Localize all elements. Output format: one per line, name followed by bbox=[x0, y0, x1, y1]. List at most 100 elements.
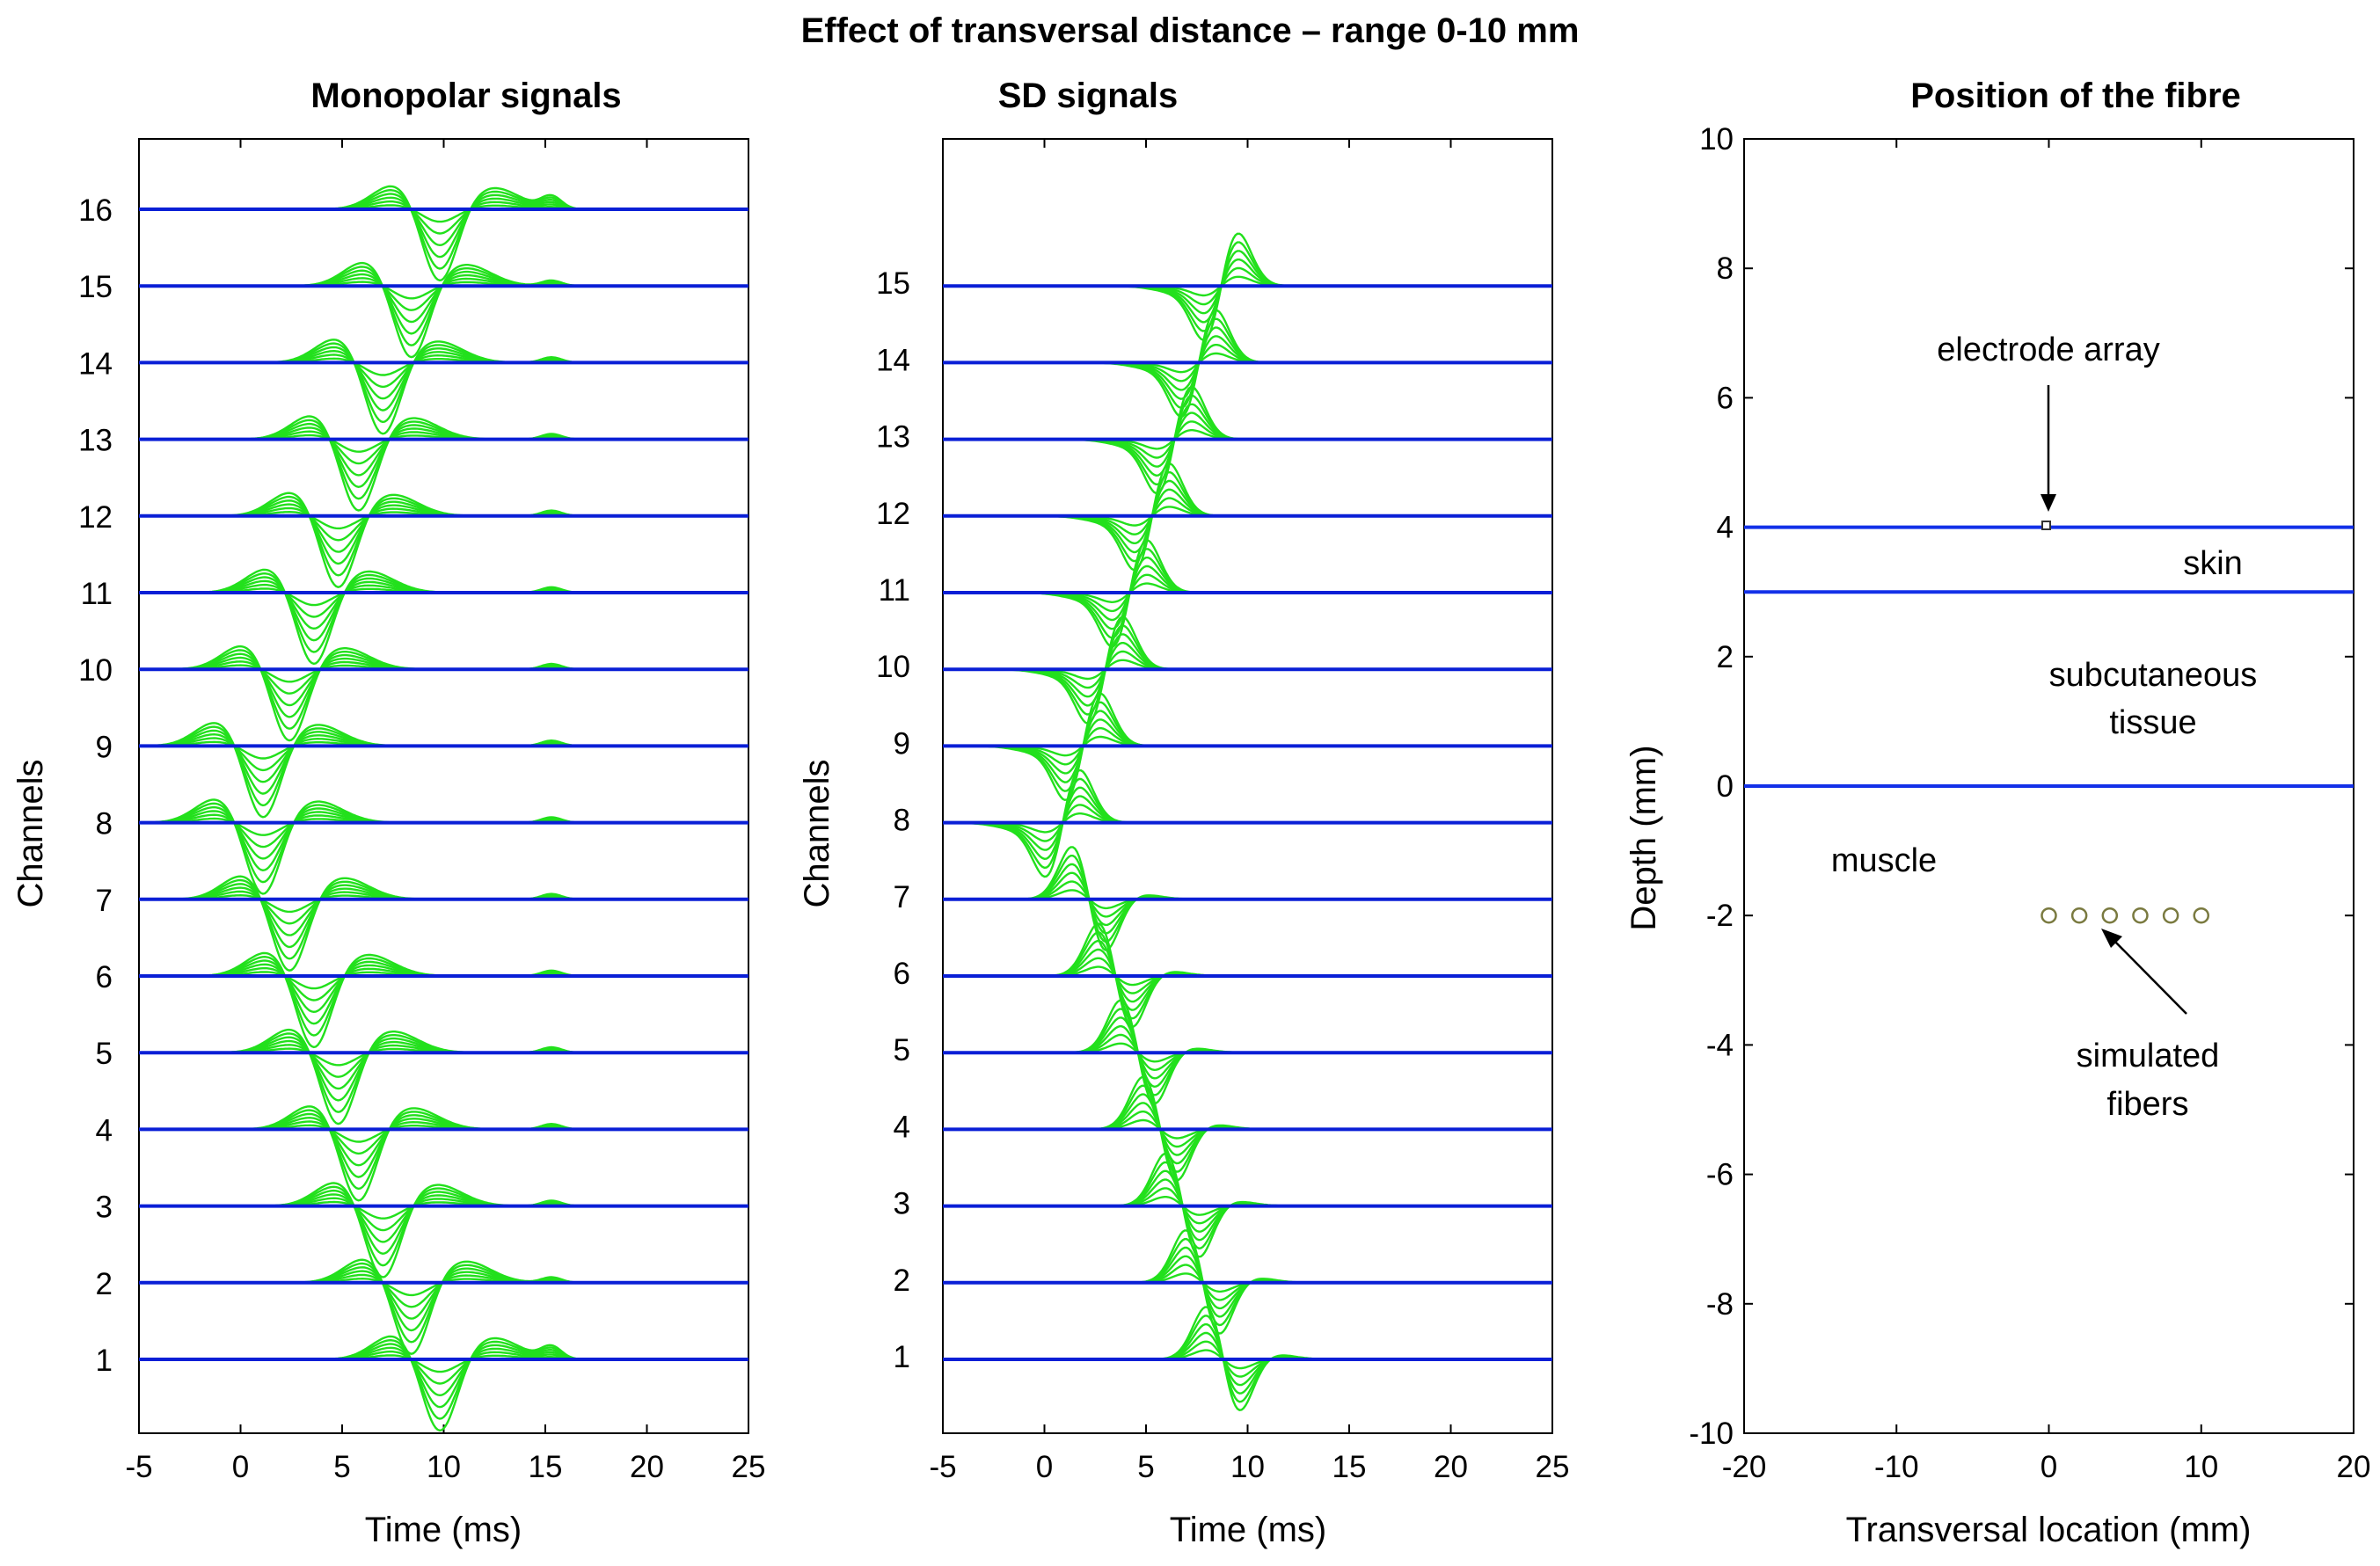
channel-label: 15 bbox=[876, 266, 910, 301]
x-tick-label: -10 bbox=[1874, 1450, 1919, 1484]
annotation-subcutaneous: subcutaneous bbox=[2049, 657, 2258, 694]
channel-label: 9 bbox=[96, 730, 113, 764]
channel-label: 1 bbox=[894, 1340, 910, 1374]
y-tick-label: -2 bbox=[1706, 899, 1734, 933]
monopolar-title: Monopolar signals bbox=[310, 76, 621, 115]
channel-label: 12 bbox=[78, 500, 113, 535]
monopolar-x-ticks: -5 0 5 10 15 20 25 bbox=[125, 139, 765, 1484]
monopolar-axes-frame bbox=[138, 138, 749, 1434]
sd-x-ticks: -5 0 5 10 15 20 25 bbox=[929, 139, 1569, 1484]
channel-label: 3 bbox=[894, 1187, 910, 1221]
channel-label: 3 bbox=[96, 1191, 113, 1225]
channel-label: 6 bbox=[96, 960, 113, 994]
x-tick-label: 15 bbox=[1332, 1450, 1367, 1484]
y-tick-label: 6 bbox=[1717, 381, 1734, 415]
channel-label: 10 bbox=[876, 650, 910, 684]
channel-label: 1 bbox=[96, 1344, 113, 1378]
y-tick-label: 4 bbox=[1717, 511, 1734, 545]
annotation-fibers: fibers bbox=[2107, 1086, 2189, 1123]
channel-label: 6 bbox=[894, 957, 910, 991]
channel-label: 11 bbox=[81, 577, 113, 611]
x-tick-label: 10 bbox=[2184, 1450, 2218, 1484]
y-tick-label: 10 bbox=[1699, 122, 1734, 157]
channel-label: 5 bbox=[96, 1037, 113, 1071]
x-tick-label: 0 bbox=[232, 1450, 249, 1484]
y-tick-label: 2 bbox=[1717, 640, 1734, 674]
channel-label: 10 bbox=[78, 653, 113, 688]
position-title: Position of the fibre bbox=[1910, 76, 2241, 115]
channel-label: 12 bbox=[876, 497, 910, 531]
channel-label: 14 bbox=[78, 346, 113, 381]
x-tick-label: 25 bbox=[1536, 1450, 1570, 1484]
x-tick-label: -5 bbox=[125, 1450, 152, 1484]
channel-label: 7 bbox=[894, 880, 910, 914]
y-tick-label: -10 bbox=[1689, 1417, 1734, 1451]
sd-ylabel: Channels bbox=[798, 759, 836, 907]
channel-label: 14 bbox=[876, 343, 910, 377]
x-tick-label: 25 bbox=[732, 1450, 766, 1484]
x-tick-label: 10 bbox=[1230, 1450, 1265, 1484]
sd-axes-frame bbox=[942, 138, 1553, 1434]
monopolar-traces bbox=[138, 185, 748, 1432]
position-xlabel: Transversal location (mm) bbox=[1846, 1511, 2252, 1549]
x-tick-label: 20 bbox=[630, 1450, 664, 1484]
annotation-tissue: tissue bbox=[2109, 704, 2196, 741]
channel-label: 8 bbox=[894, 804, 910, 838]
x-tick-label: 15 bbox=[529, 1450, 563, 1484]
position-fibres bbox=[2041, 907, 2209, 924]
sd-traces bbox=[943, 232, 1552, 1411]
fibre-marker bbox=[2162, 907, 2179, 924]
channel-label: 2 bbox=[96, 1267, 113, 1301]
channel-label: 13 bbox=[78, 424, 113, 458]
y-tick-label: -6 bbox=[1706, 1158, 1734, 1192]
electrode-marker bbox=[2041, 521, 2051, 530]
x-tick-label: 20 bbox=[1434, 1450, 1468, 1484]
y-tick-label: 0 bbox=[1717, 769, 1734, 804]
channel-label: 15 bbox=[78, 270, 113, 304]
sd-title: SD signals bbox=[998, 76, 1179, 115]
y-tick-label: -8 bbox=[1706, 1287, 1734, 1322]
x-tick-label: -20 bbox=[1722, 1450, 1767, 1484]
x-tick-label: 10 bbox=[427, 1450, 461, 1484]
x-tick-label: 5 bbox=[1137, 1450, 1154, 1484]
monopolar-xlabel: Time (ms) bbox=[365, 1511, 522, 1549]
channel-label: 4 bbox=[894, 1110, 910, 1144]
annotation-simulated: simulated bbox=[2077, 1038, 2220, 1074]
x-tick-label: 0 bbox=[1036, 1450, 1053, 1484]
fibre-marker bbox=[2193, 907, 2209, 924]
channel-label: 4 bbox=[96, 1113, 113, 1147]
fibres-arrowhead bbox=[2101, 929, 2122, 948]
fibre-marker bbox=[2041, 907, 2057, 924]
electrode-arrowhead bbox=[2041, 494, 2056, 512]
channel-label: 2 bbox=[894, 1264, 910, 1298]
fibre-marker bbox=[2132, 907, 2149, 924]
sd-xlabel: Time (ms) bbox=[1170, 1511, 1326, 1549]
x-tick-label: 5 bbox=[333, 1450, 350, 1484]
annotation-electrode-array: electrode array bbox=[1937, 331, 2159, 368]
monopolar-ylabel: Channels bbox=[11, 759, 50, 907]
channel-label: 16 bbox=[78, 193, 113, 228]
channel-label: 9 bbox=[894, 726, 910, 761]
channel-label: 7 bbox=[96, 884, 113, 918]
channel-label: 13 bbox=[876, 420, 910, 455]
channel-label: 5 bbox=[894, 1033, 910, 1067]
fibre-marker bbox=[2101, 907, 2119, 924]
fibre-marker bbox=[2070, 907, 2088, 924]
y-tick-label: 8 bbox=[1717, 251, 1734, 286]
figure-suptitle: Effect of transversal distance – range 0… bbox=[801, 11, 1580, 50]
x-tick-label: 0 bbox=[2041, 1450, 2057, 1484]
sd-panel: SD signals -5 0 5 10 15 20 25 1234567891011121… bbox=[798, 76, 1569, 1549]
fibres-arrow bbox=[2110, 936, 2187, 1015]
y-tick-label: -4 bbox=[1706, 1028, 1734, 1062]
x-tick-label: -5 bbox=[929, 1450, 956, 1484]
x-tick-label: 20 bbox=[2337, 1450, 2371, 1484]
annotation-skin: skin bbox=[2183, 545, 2243, 582]
channel-label: 11 bbox=[879, 573, 910, 608]
position-ylabel: Depth (mm) bbox=[1624, 745, 1663, 930]
position-panel: Position of the fibre -20 -10 0 10 20-10-8-6… bbox=[1624, 76, 2370, 1549]
annotation-muscle: muscle bbox=[1831, 842, 1937, 879]
